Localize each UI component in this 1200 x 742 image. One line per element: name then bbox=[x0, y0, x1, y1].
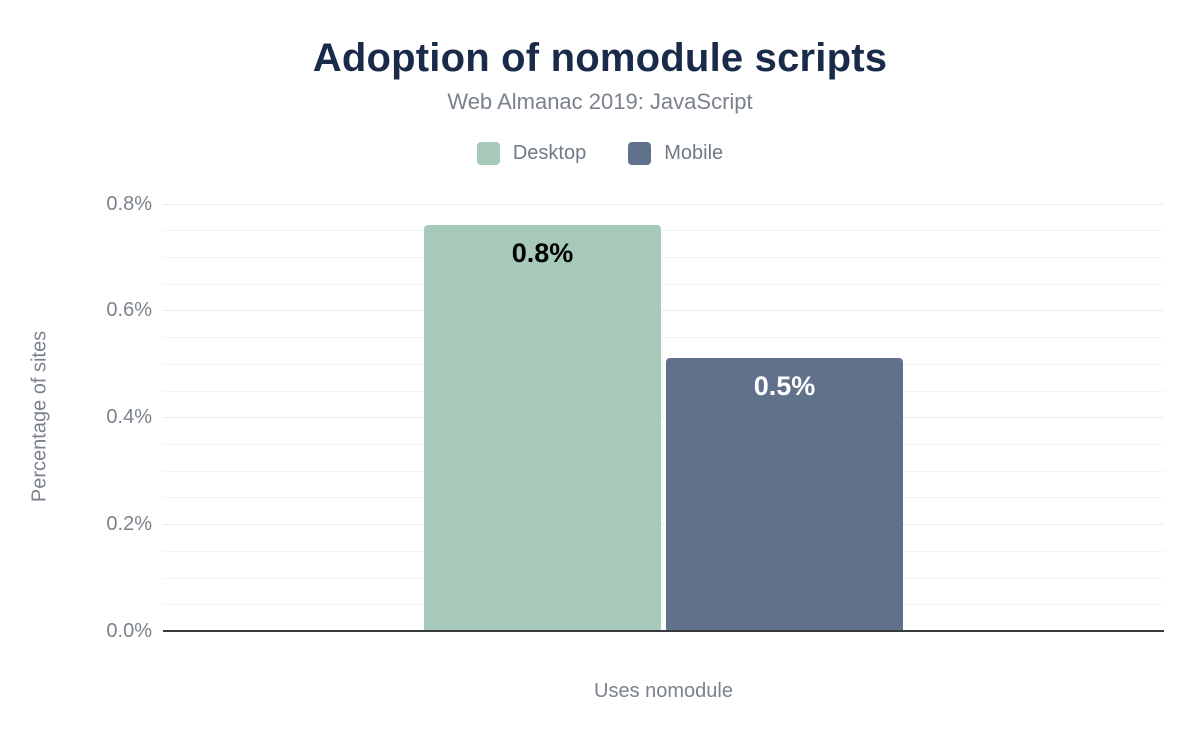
minor-gridline bbox=[163, 256, 1164, 258]
major-gridline bbox=[163, 310, 1164, 312]
desktop-series-swatch-icon bbox=[476, 141, 500, 165]
chart-title: Adoption of nomodule scripts bbox=[312, 36, 888, 80]
legend-label-desktop: Desktop bbox=[512, 142, 587, 164]
desktop-bar[interactable]: 0.8% bbox=[424, 224, 661, 631]
mobile-series-swatch-icon bbox=[628, 141, 652, 165]
y-tick-label: 0.0% bbox=[106, 620, 152, 642]
legend-item-desktop[interactable]: Desktop bbox=[476, 141, 587, 165]
minor-gridline bbox=[163, 390, 1164, 392]
y-tick-label: 0.8% bbox=[106, 192, 152, 215]
minor-gridline bbox=[163, 470, 1164, 472]
legend-item-mobile[interactable]: Mobile bbox=[628, 141, 723, 165]
chart-subtitle: Web Almanac 2019: JavaScript bbox=[447, 89, 753, 114]
legend-label-mobile: Mobile bbox=[664, 142, 724, 164]
minor-gridline bbox=[163, 443, 1164, 445]
minor-gridline bbox=[163, 550, 1164, 552]
major-gridline bbox=[163, 203, 1164, 205]
minor-gridline bbox=[163, 363, 1164, 365]
minor-gridline bbox=[163, 604, 1164, 606]
major-gridline bbox=[163, 417, 1164, 419]
x-axis-category-label: Uses nomodule bbox=[594, 680, 733, 702]
minor-gridline bbox=[163, 337, 1164, 339]
mobile-bar-value-label: 0.5% bbox=[753, 371, 816, 402]
minor-gridline bbox=[163, 497, 1164, 499]
x-axis-line bbox=[163, 630, 1164, 632]
minor-gridline bbox=[163, 283, 1164, 285]
y-tick-label: 0.2% bbox=[106, 513, 152, 536]
minor-gridline bbox=[163, 577, 1164, 579]
y-axis-title: Percentage of sites bbox=[28, 330, 51, 503]
legend: Desktop Mobile bbox=[0, 141, 1200, 165]
y-tick-label: 0.4% bbox=[106, 406, 152, 429]
mobile-bar[interactable]: 0.5% bbox=[666, 358, 903, 631]
y-tick-label: 0.6% bbox=[106, 299, 152, 322]
major-gridline bbox=[163, 524, 1164, 526]
minor-gridline bbox=[163, 230, 1164, 232]
desktop-bar-value-label: 0.8% bbox=[511, 237, 574, 268]
